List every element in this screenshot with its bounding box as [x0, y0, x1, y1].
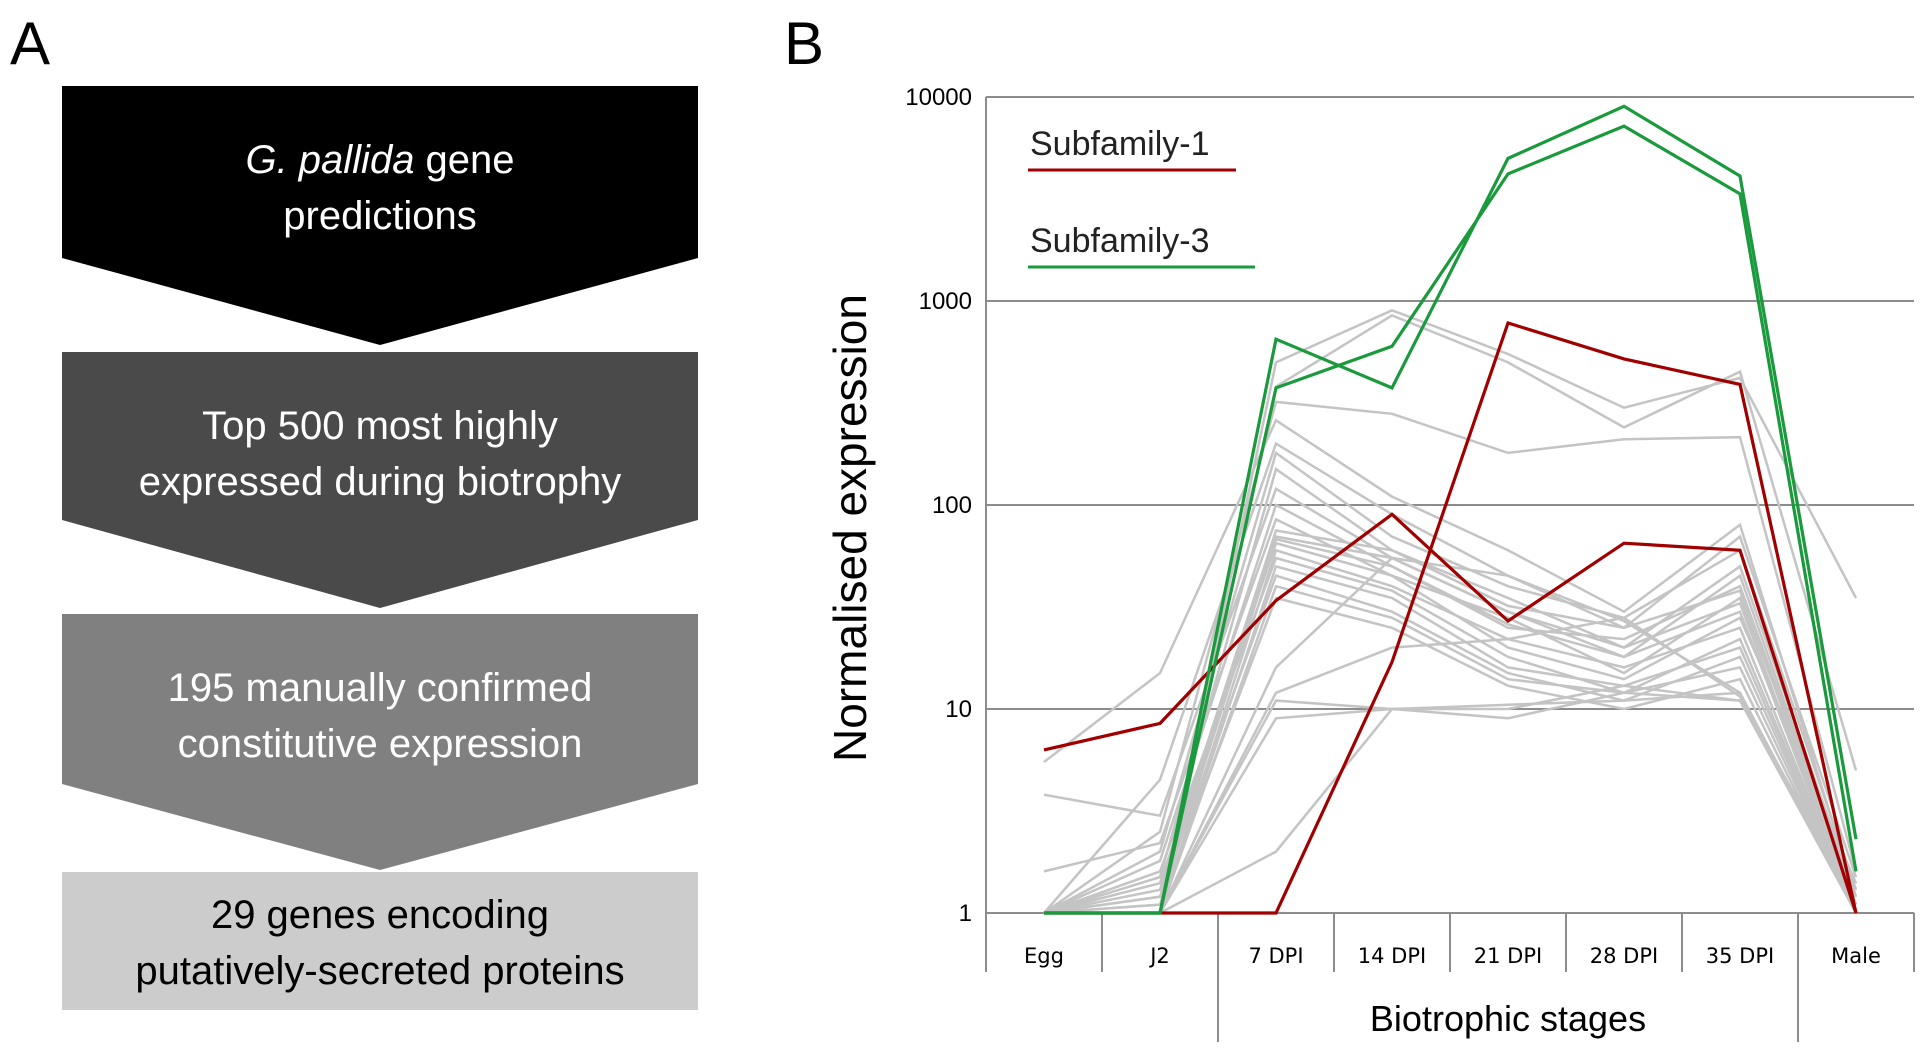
y-tick-label: 1: [959, 900, 972, 927]
series-line-other: [1044, 584, 1858, 915]
workflow-step-2-line2: expressed during biotrophy: [139, 460, 622, 504]
x-tick-label: 7 DPI: [1248, 944, 1303, 968]
series-line-other: [1043, 535, 1858, 915]
x-tick-label: 21 DPI: [1474, 944, 1542, 968]
x-group-label: Biotrophic stages: [1370, 998, 1646, 1039]
workflow-step-2-line1: Top 500 most highly: [202, 404, 558, 448]
workflow-step-1-line1-rest: gene: [414, 138, 514, 182]
series-line-other: [1044, 684, 1858, 915]
species-name: G. pallida: [245, 138, 414, 182]
x-tick-label: J2: [1148, 944, 1170, 968]
series-line-other: [1044, 691, 1858, 915]
workflow-diagram: G. pallida gene predictions Top 500 most h…: [62, 86, 698, 1010]
workflow-step-4-line2: putatively-secreted proteins: [135, 949, 624, 993]
series-line-other: [1043, 467, 1858, 915]
series-line-subfamily3: [1044, 124, 1858, 915]
legend-label-subfamily-1: Subfamily-1: [1030, 125, 1210, 163]
x-tick-label: 35 DPI: [1706, 944, 1774, 968]
workflow-step-3-line1: 195 manually confirmed: [168, 666, 593, 710]
workflow-step-2: [62, 352, 698, 608]
workflow-step-1-line2: predictions: [283, 194, 476, 238]
series-line-subfamily1: [1044, 321, 1858, 915]
x-tick-label: 28 DPI: [1590, 944, 1658, 968]
workflow-step-3: [62, 614, 698, 870]
x-tick-label: 14 DPI: [1358, 944, 1426, 968]
panel-a-letter: A: [10, 10, 50, 77]
y-tick-label: 100: [932, 492, 972, 519]
series-line-other: [1043, 441, 1858, 914]
series-line-other: [1043, 450, 1858, 915]
y-axis-title: Normalised expression: [824, 294, 876, 762]
expression-chart: 1 10 100 1000 10000 Egg J2 7 DPI 14 DPI 21 DPI 28 …: [824, 84, 1915, 1042]
y-tick-label: 10000: [905, 84, 972, 111]
y-tick-label: 1000: [919, 288, 972, 315]
workflow-step-3-line2: constitutive expression: [178, 722, 583, 766]
x-tick-label: Male: [1831, 944, 1881, 968]
legend-label-subfamily-3: Subfamily-3: [1030, 222, 1210, 260]
series-line-other: [1043, 418, 1858, 898]
x-tick-label: Egg: [1024, 944, 1064, 968]
panel-b-letter: B: [784, 10, 824, 77]
series-line-subfamily3: [1044, 104, 1858, 915]
y-tick-label: 10: [945, 696, 972, 723]
workflow-step-1-line1: G. pallida gene: [245, 138, 514, 182]
workflow-step-4: [62, 872, 698, 1010]
workflow-step-1: [62, 86, 698, 345]
series-line-subfamily1: [1043, 512, 1858, 914]
workflow-step-4-line1: 29 genes encoding: [211, 893, 549, 937]
